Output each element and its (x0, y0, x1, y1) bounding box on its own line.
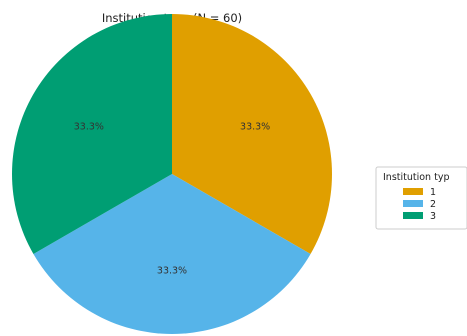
legend-swatch-2 (403, 200, 423, 207)
legend-label-3: 3 (430, 211, 436, 222)
pie-slices (12, 14, 332, 334)
legend-entries: 123 (403, 187, 436, 222)
pie-slice-3 (12, 14, 173, 254)
pie-slice-labels: 33.3% 33.3% 33.3% (74, 122, 270, 277)
legend-frame (375, 166, 467, 230)
slice-label-2: 33.3% (157, 266, 187, 277)
legend-label-1: 1 (430, 187, 436, 198)
pie-slice-1 (172, 14, 332, 254)
legend: Institution typ 123 (375, 166, 467, 230)
slice-label-1: 33.3% (240, 122, 270, 133)
pie-slice-2 (33, 174, 311, 334)
legend-swatch-3 (403, 212, 423, 219)
legend-title: Institution typ (383, 172, 449, 183)
legend-swatch-1 (403, 188, 423, 195)
slice-label-3: 33.3% (74, 122, 104, 133)
legend-label-2: 2 (430, 199, 436, 210)
